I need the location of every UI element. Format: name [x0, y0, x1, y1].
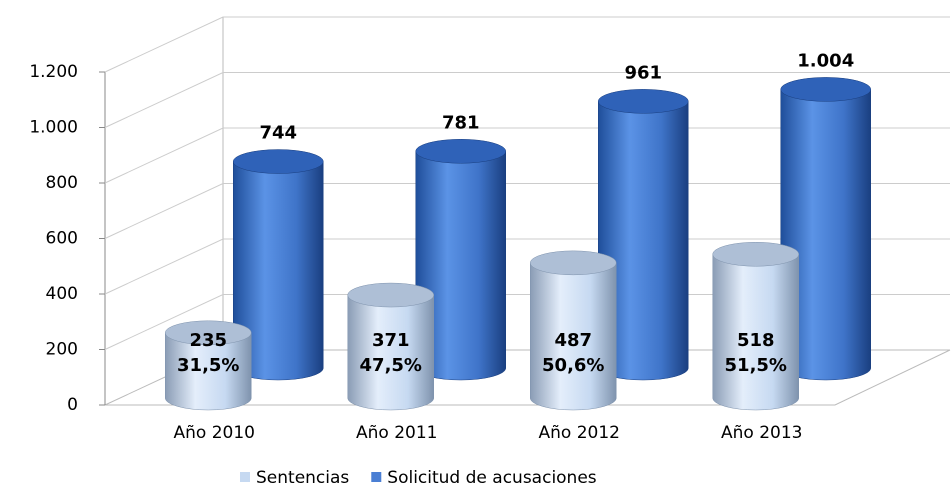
value-label: 518: [737, 330, 775, 351]
grid-line: [104, 16, 950, 73]
value-label: 744: [259, 123, 297, 144]
value-label: 781: [442, 112, 480, 133]
y-tick-label: 600: [46, 229, 78, 249]
cylinder-top: [415, 139, 506, 164]
y-tick-label: 200: [46, 340, 78, 360]
cylinder: [165, 332, 252, 411]
share-label: 50,6%: [542, 355, 604, 376]
cylinder-top: [233, 149, 324, 174]
grid-line: [104, 183, 950, 239]
y-tick-label: 1.200: [29, 62, 78, 82]
grid-line: [104, 238, 950, 295]
value-label: 235: [189, 330, 227, 351]
share-label: 51,5%: [725, 355, 787, 376]
x-tick-label: Año 2010: [174, 423, 255, 443]
legend-swatch: [240, 472, 250, 482]
x-tick-label: Año 2012: [539, 423, 620, 443]
y-tick-label: 400: [46, 284, 78, 304]
x-tick-label: Año 2011: [356, 423, 437, 443]
y-tick-label: 1.000: [29, 118, 78, 138]
value-label: 371: [372, 330, 410, 351]
grid-line: [104, 127, 950, 184]
share-label: 31,5%: [177, 355, 239, 376]
cylinder-top: [165, 320, 252, 346]
y-tick-label: 800: [46, 173, 78, 193]
cylinder: [712, 254, 799, 411]
share-label: 47,5%: [360, 355, 422, 376]
cylinder-top: [780, 77, 871, 102]
cylinder: [347, 294, 434, 411]
cylinder: [530, 262, 617, 411]
legend-swatch: [371, 472, 382, 482]
grid-line: [104, 294, 950, 350]
cylinder-top: [530, 250, 617, 276]
x-tick-label: Año 2013: [721, 423, 802, 443]
cylinder-top: [347, 282, 434, 308]
value-label: 961: [624, 62, 662, 83]
cylinder-top: [712, 242, 799, 267]
legend-label: Sentencias: [256, 468, 349, 488]
grid-line: [104, 72, 950, 128]
legend-label: Solicitud de acusaciones: [387, 468, 597, 488]
value-label: 487: [554, 330, 592, 351]
cylinder-top: [598, 89, 689, 114]
value-label: 1.004: [797, 50, 854, 71]
y-tick-label: 0: [67, 395, 78, 415]
